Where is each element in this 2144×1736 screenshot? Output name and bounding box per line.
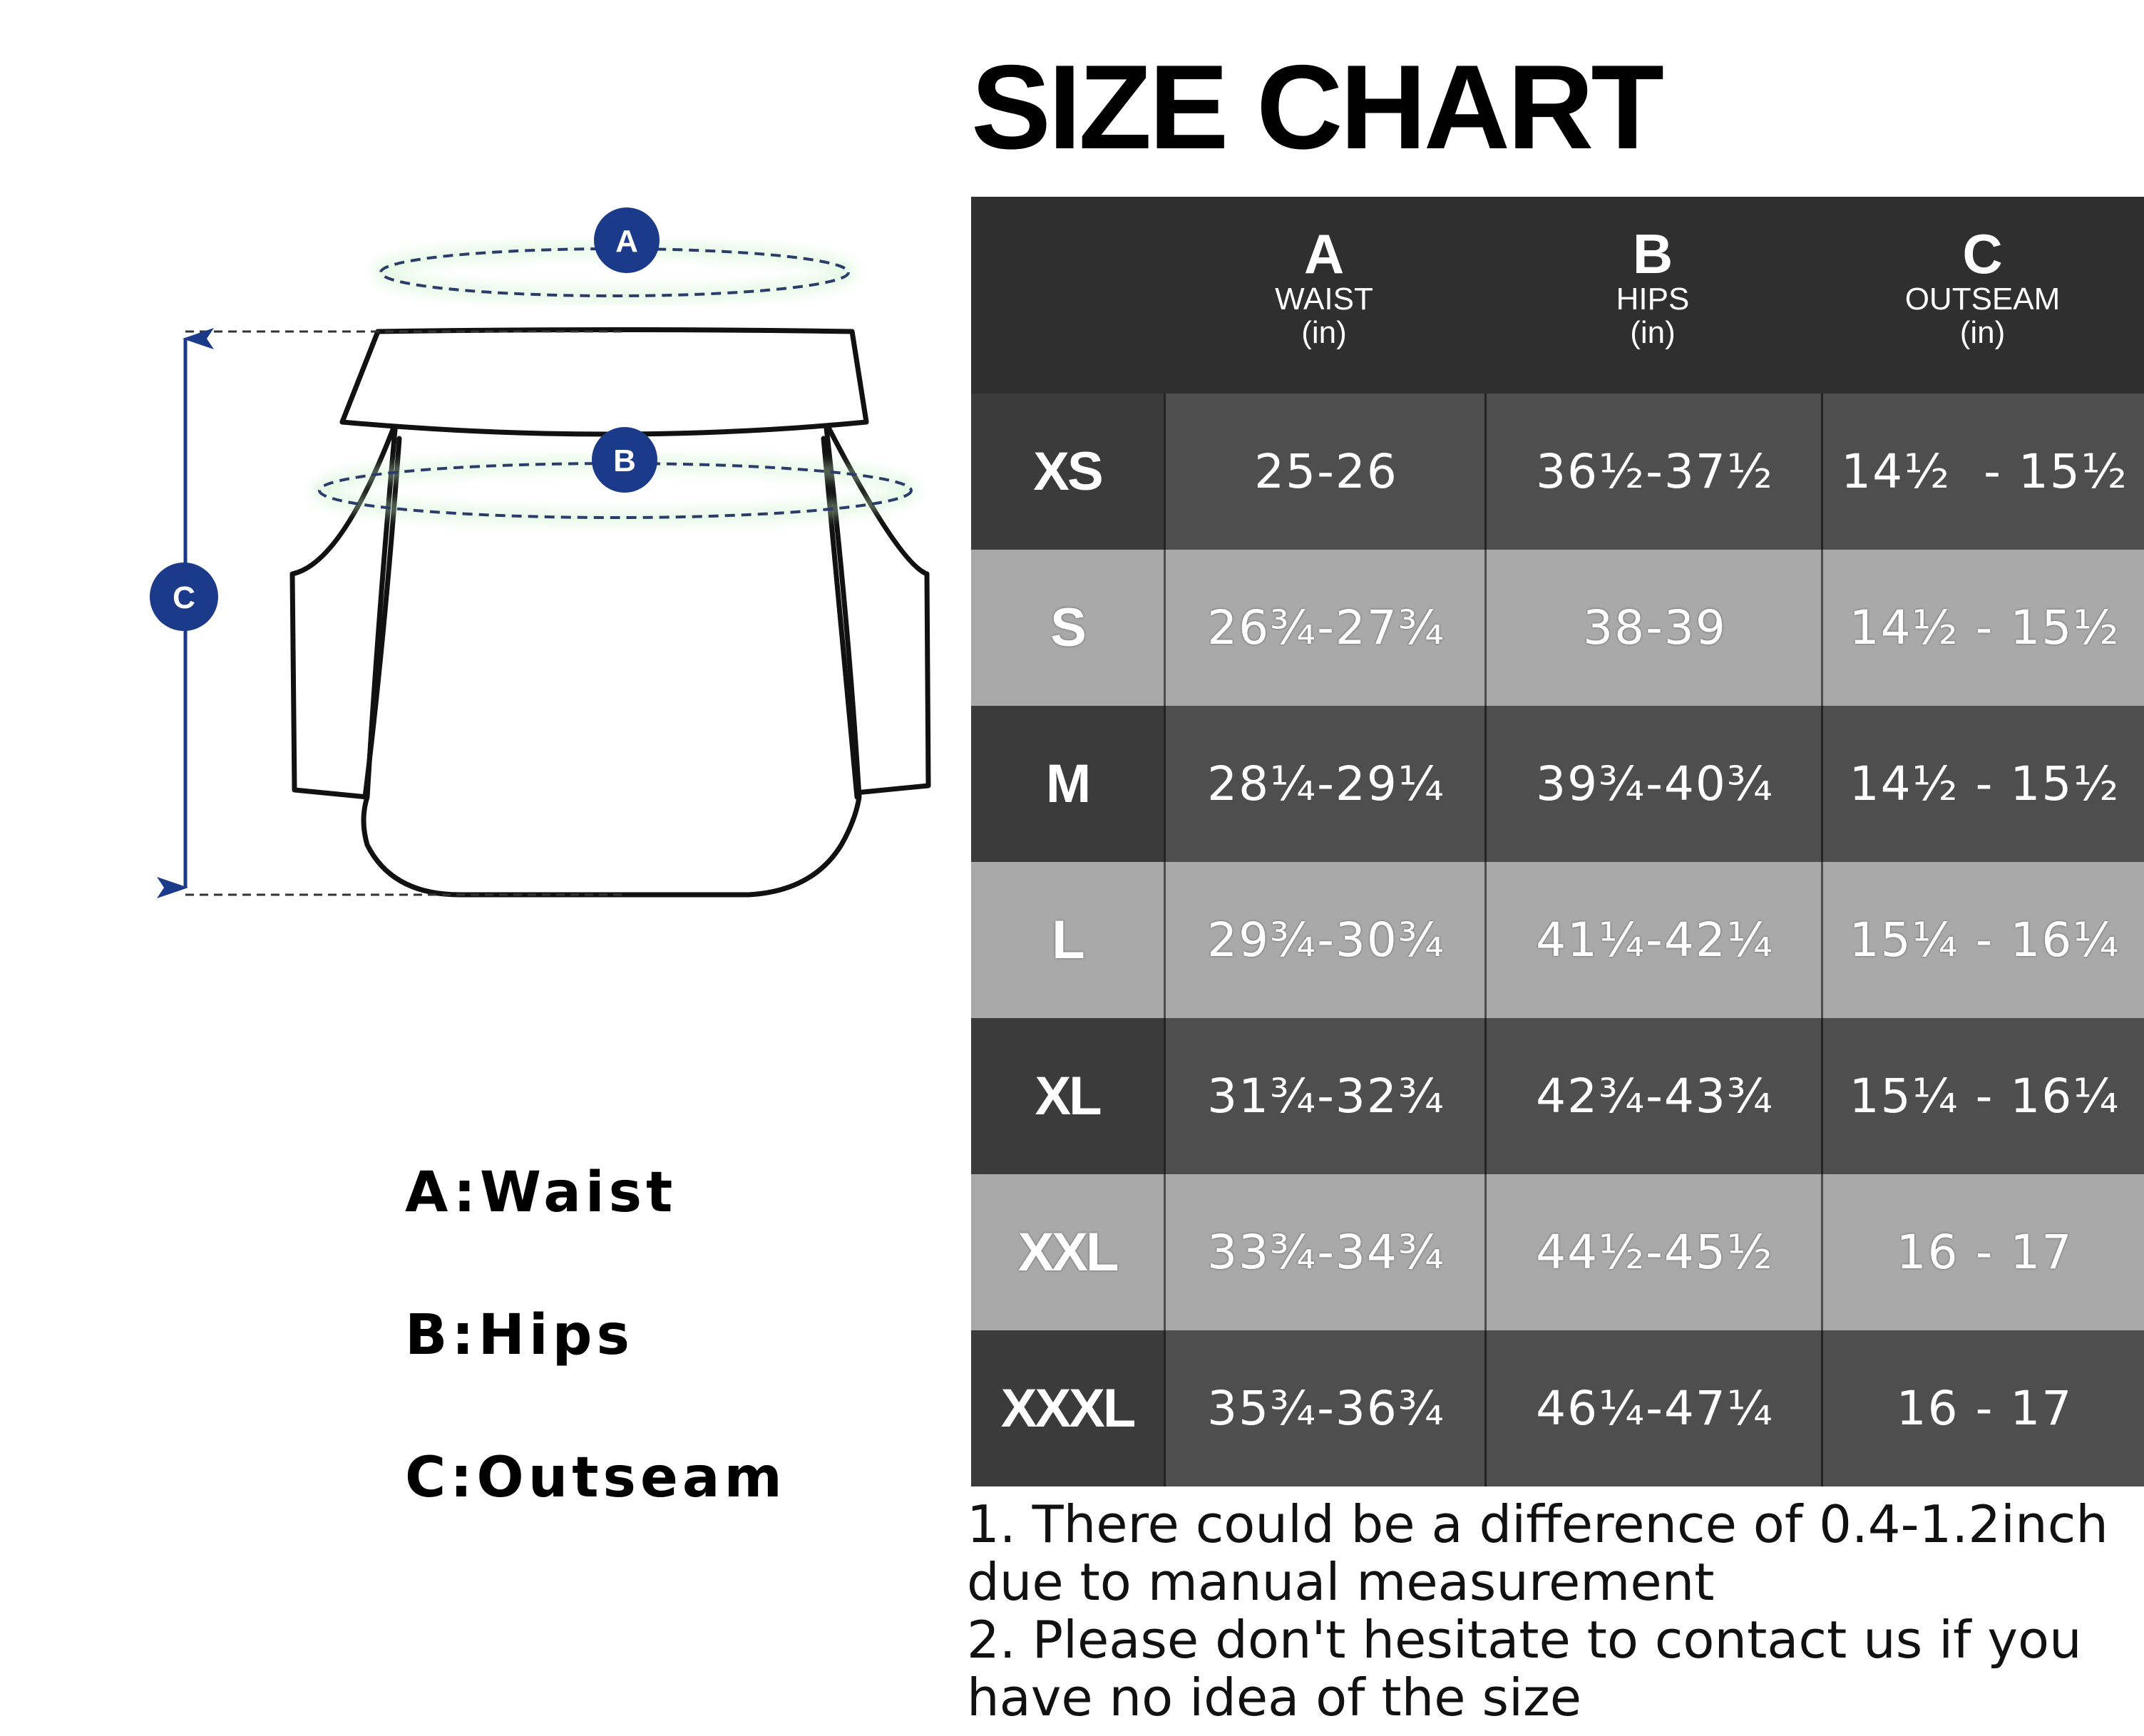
skirt-diagram-svg: A B C bbox=[150, 207, 931, 898]
header-hips-name: HIPS bbox=[1616, 282, 1690, 317]
header-outseam-name: OUTSEAM bbox=[1904, 282, 2061, 317]
outseam-cell: 14½ - 15½ bbox=[1821, 706, 2144, 862]
waist-cell: 29¾-30¾ bbox=[1164, 862, 1487, 1018]
outseam-cell: 16 - 17 bbox=[1821, 1174, 2144, 1330]
table-row: XL 31¾-32¾ 42¾-43¾ 15¼ - 16¼ bbox=[971, 1018, 2144, 1174]
table-row: L 29¾-30¾ 41¼-42¼ 15¼ - 16¼ bbox=[971, 862, 2144, 1018]
size-cell: XXL bbox=[971, 1174, 1164, 1330]
waist-cell: 26¾-27¾ bbox=[1164, 550, 1487, 706]
outseam-cell: 14½ - 15½ bbox=[1821, 394, 2144, 550]
table-row: M 28¼-29¼ 39¾-40¾ 14½ - 15½ bbox=[971, 706, 2144, 862]
marker-a-badge: A bbox=[594, 207, 660, 273]
header-waist-letter: A bbox=[1303, 222, 1345, 285]
hips-cell: 39¾-40¾ bbox=[1484, 706, 1823, 862]
skirt-measurement-diagram: A B C bbox=[128, 192, 955, 941]
outseam-cell: 14½ - 15½ bbox=[1821, 550, 2144, 706]
marker-b-label: B bbox=[613, 443, 636, 478]
marker-c-label: C bbox=[173, 580, 195, 615]
hips-cell: 46¼-47¼ bbox=[1484, 1330, 1823, 1486]
size-cell: S bbox=[971, 550, 1164, 706]
header-outseam-letter: C bbox=[1962, 222, 2003, 285]
size-cell: L bbox=[971, 862, 1164, 1018]
header-waist-name: WAIST bbox=[1275, 282, 1373, 317]
legend-hips: B:Hips bbox=[405, 1303, 634, 1367]
header-outseam-unit: (in) bbox=[1959, 315, 2006, 350]
hips-cell: 41¼-42¼ bbox=[1484, 862, 1823, 1018]
waist-cell: 35¾-36¾ bbox=[1164, 1330, 1487, 1486]
marker-a-label: A bbox=[615, 224, 638, 259]
header-hips: B HIPS (in) bbox=[1484, 225, 1821, 349]
hips-cell: 36½-37½ bbox=[1484, 394, 1823, 550]
marker-c-badge: C bbox=[150, 563, 218, 631]
outseam-cell: 16 - 17 bbox=[1821, 1330, 2144, 1486]
size-cell: XS bbox=[971, 394, 1164, 550]
size-cell: XL bbox=[971, 1018, 1164, 1174]
header-waist: A WAIST (in) bbox=[1164, 225, 1484, 349]
note-contact: 2. Please don't hesitate to contact us i… bbox=[967, 1610, 2082, 1727]
legend-waist: A:Waist bbox=[405, 1161, 677, 1225]
header-hips-unit: (in) bbox=[1630, 315, 1676, 350]
header-outseam: C OUTSEAM (in) bbox=[1821, 225, 2144, 349]
hips-cell: 42¾-43¾ bbox=[1484, 1018, 1823, 1174]
waist-cell: 33¾-34¾ bbox=[1164, 1174, 1487, 1330]
waist-cell: 28¼-29¼ bbox=[1164, 706, 1487, 862]
table-header: A WAIST (in) B HIPS (in) C OUTSEAM (in) bbox=[971, 197, 2144, 394]
table-row: XS 25-26 36½-37½ 14½ - 15½ bbox=[971, 394, 2144, 550]
hips-cell: 38-39 bbox=[1484, 550, 1823, 706]
size-cell: M bbox=[971, 706, 1164, 862]
hips-cell: 44½-45½ bbox=[1484, 1174, 1823, 1330]
header-waist-unit: (in) bbox=[1301, 315, 1347, 350]
waist-cell: 25-26 bbox=[1164, 394, 1487, 550]
outseam-cell: 15¼ - 16¼ bbox=[1821, 862, 2144, 1018]
size-notes: 1. There could be a difference of 0.4-1.… bbox=[967, 1496, 2136, 1727]
legend-outseam: C:Outseam bbox=[405, 1446, 786, 1510]
outseam-cell: 15¼ - 16¼ bbox=[1821, 1018, 2144, 1174]
waist-cell: 31¾-32¾ bbox=[1164, 1018, 1487, 1174]
header-hips-letter: B bbox=[1632, 222, 1673, 285]
skirt-outline bbox=[289, 327, 931, 898]
outseam-guides bbox=[185, 330, 627, 896]
marker-b-badge: B bbox=[592, 427, 657, 493]
size-table: A WAIST (in) B HIPS (in) C OUTSEAM (in) … bbox=[971, 197, 2144, 1489]
page-title: SIZE CHART bbox=[971, 40, 1664, 174]
table-row: S 26¾-27¾ 38-39 14½ - 15½ bbox=[971, 550, 2144, 706]
table-row: XXL 33¾-34¾ 44½-45½ 16 - 17 bbox=[971, 1174, 2144, 1330]
note-difference: 1. There could be a difference of 0.4-1.… bbox=[967, 1494, 2108, 1612]
size-cell: XXXL bbox=[971, 1330, 1164, 1486]
table-row: XXXL 35¾-36¾ 46¼-47¼ 16 - 17 bbox=[971, 1330, 2144, 1486]
